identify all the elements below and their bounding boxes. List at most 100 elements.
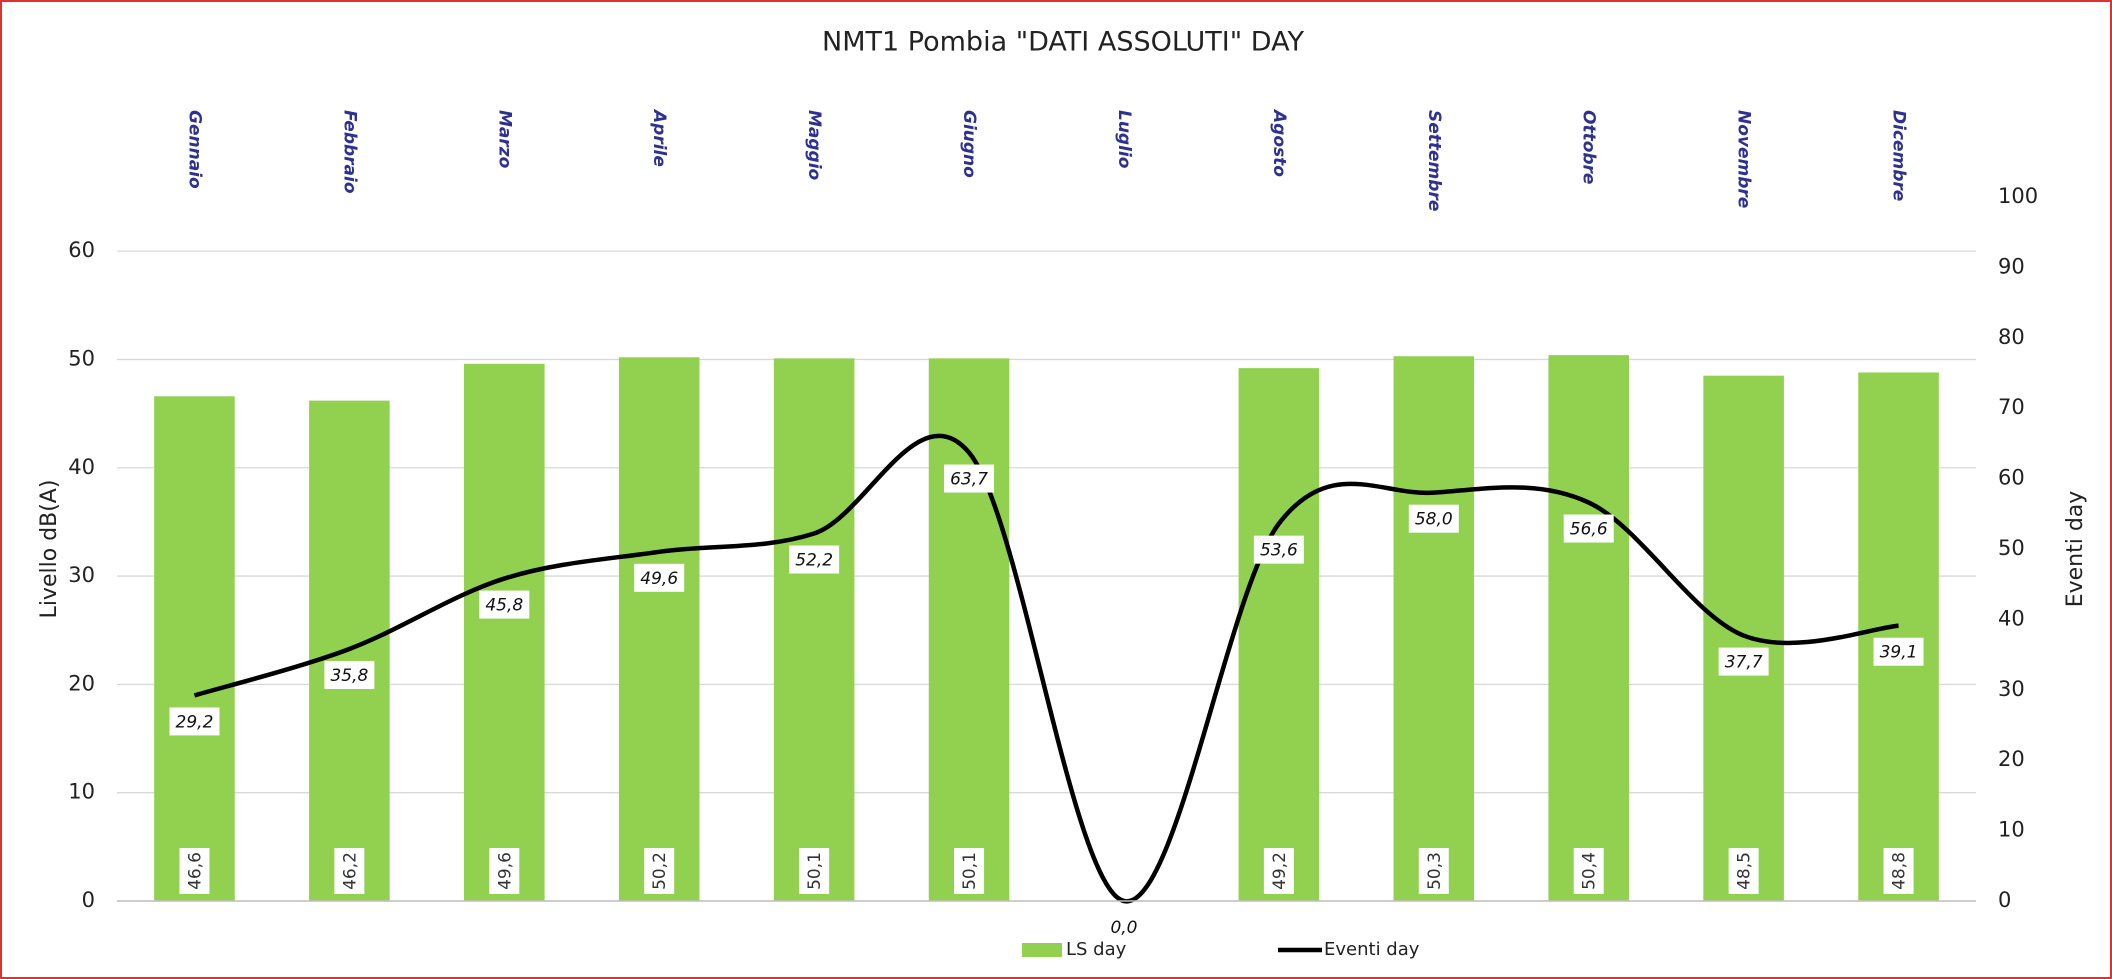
data-label-group: 49,2: [1263, 848, 1294, 894]
data-label-bg: [1728, 848, 1759, 894]
legend-label: LS day: [1066, 939, 1127, 960]
data-label-group: 53,6: [1253, 535, 1304, 564]
data-label-bg: [1253, 535, 1304, 564]
line-value-label: 29,2: [176, 712, 214, 732]
data-label-group: 50,1: [799, 848, 830, 894]
x-tick-label: Ottobre: [1579, 110, 1599, 184]
bar-value-label: 48,5: [1735, 852, 1755, 890]
data-label-bg: [489, 848, 520, 894]
y-tick-label: 10: [68, 780, 95, 804]
x-tick-label: Dicembre: [1889, 110, 1909, 201]
data-label-bg: [479, 590, 530, 619]
bar-value-label: 50,2: [650, 852, 670, 890]
line-value-label: 52,2: [795, 551, 833, 571]
bar-value-label: 46,2: [340, 852, 360, 890]
y2-axis-label: Eventi day: [2063, 491, 2088, 608]
data-label-bg: [1408, 504, 1459, 533]
y-tick-label: 0: [82, 888, 95, 912]
x-tick-label: Aprile: [649, 108, 669, 167]
data-label-bg: [1418, 848, 1449, 894]
x-tick-label: Agosto: [1269, 108, 1289, 177]
data-label-bg: [1573, 848, 1604, 894]
data-label-group: 49,6: [634, 563, 685, 592]
data-label-group: 48,8: [1883, 848, 1914, 894]
data-label-group: 35,8: [324, 660, 375, 689]
x-tick-label: Maggio: [804, 110, 824, 181]
data-label-bg: [1263, 848, 1294, 894]
data-label-group: 50,4: [1573, 848, 1604, 894]
data-label-group: 39,1: [1873, 637, 1924, 666]
bar-value-label: 50,3: [1425, 852, 1445, 890]
line-value-label: 56,6: [1570, 520, 1608, 540]
bar-value-label: 50,1: [960, 852, 980, 890]
data-label-bg: [789, 545, 840, 574]
bar-value-label: 49,2: [1270, 852, 1290, 890]
data-label-bg: [634, 563, 685, 592]
data-label-group: 45,8: [479, 590, 530, 619]
y2-tick-label: 50: [1998, 536, 2025, 560]
bar-value-label: 46,6: [185, 852, 205, 890]
bar: [1858, 372, 1939, 901]
bar: [1548, 355, 1629, 901]
data-label-bg: [1873, 637, 1924, 666]
bar: [1393, 356, 1475, 902]
bar: [1238, 368, 1320, 901]
y-tick-label: 30: [68, 563, 95, 587]
x-tick-label: Marzo: [494, 110, 514, 169]
data-label-group: 50,3: [1418, 848, 1449, 894]
legend-swatch: [1022, 943, 1062, 957]
line: [193, 433, 1899, 904]
data-label-group: 50,1: [954, 848, 985, 894]
x-tick-label: Luglio: [1114, 110, 1134, 169]
bar: [1703, 375, 1784, 901]
y2-tick-label: 10: [1998, 818, 2025, 842]
data-label-bg: [944, 464, 995, 493]
y2-tick-label: 20: [1998, 747, 2025, 771]
data-label-bg: [799, 848, 830, 894]
y-tick-label: 50: [68, 346, 95, 370]
bar-value-label: 49,6: [495, 852, 515, 890]
y2-tick-label: 90: [1998, 254, 2025, 278]
data-label-group: 49,6: [489, 848, 520, 894]
bar-value-label: 50,4: [1580, 852, 1600, 890]
line-value-label: 37,7: [1725, 653, 1763, 673]
data-label-group: 50,2: [644, 848, 675, 894]
data-label-group: 37,7: [1718, 647, 1769, 676]
data-label-group: 63,7: [944, 464, 995, 493]
line-value-label: 63,7: [950, 470, 988, 490]
data-label-bg: [324, 660, 375, 689]
data-label-bg: [169, 707, 220, 736]
data-label-group: 52,2: [789, 545, 840, 574]
data-label-group: 29,2: [169, 707, 220, 736]
y2-tick-label: 70: [1998, 395, 2025, 419]
x-tick-label: Giugno: [959, 110, 979, 178]
y-tick-label: 40: [68, 455, 95, 479]
bar: [773, 358, 855, 902]
line-value-label: 53,6: [1260, 541, 1298, 561]
line-value-label: 39,1: [1880, 643, 1918, 663]
y-axis-label: Livello dB(A): [37, 480, 62, 619]
x-tick-label: Gennaio: [184, 110, 204, 189]
bar: [154, 396, 235, 901]
bar: [928, 358, 1010, 902]
y-tick-label: 20: [68, 671, 95, 695]
x-tick-label: Novembre: [1734, 110, 1754, 208]
data-label-bg: [954, 848, 985, 894]
x-tick-label: Febbraio: [339, 110, 359, 194]
legend-label: Eventi day: [1324, 939, 1420, 960]
line-value-label: 0,0: [1110, 918, 1137, 938]
bar-value-label: 50,1: [805, 852, 825, 890]
y2-tick-label: 40: [1998, 606, 2025, 630]
data-label-group: 58,0: [1408, 504, 1459, 533]
y-tick-label: 60: [68, 238, 95, 262]
data-label-bg: [179, 848, 210, 894]
line-value-label: 49,6: [640, 569, 678, 589]
chart-title: NMT1 Pombia "DATI ASSOLUTI" DAY: [822, 27, 1304, 58]
line-value-label: 58,0: [1415, 510, 1453, 530]
data-label-bg: [1718, 647, 1769, 676]
data-label-group: 0,0: [1110, 918, 1137, 938]
data-label-bg: [1883, 848, 1914, 894]
y2-tick-label: 60: [1998, 466, 2025, 490]
data-label-bg: [644, 848, 675, 894]
